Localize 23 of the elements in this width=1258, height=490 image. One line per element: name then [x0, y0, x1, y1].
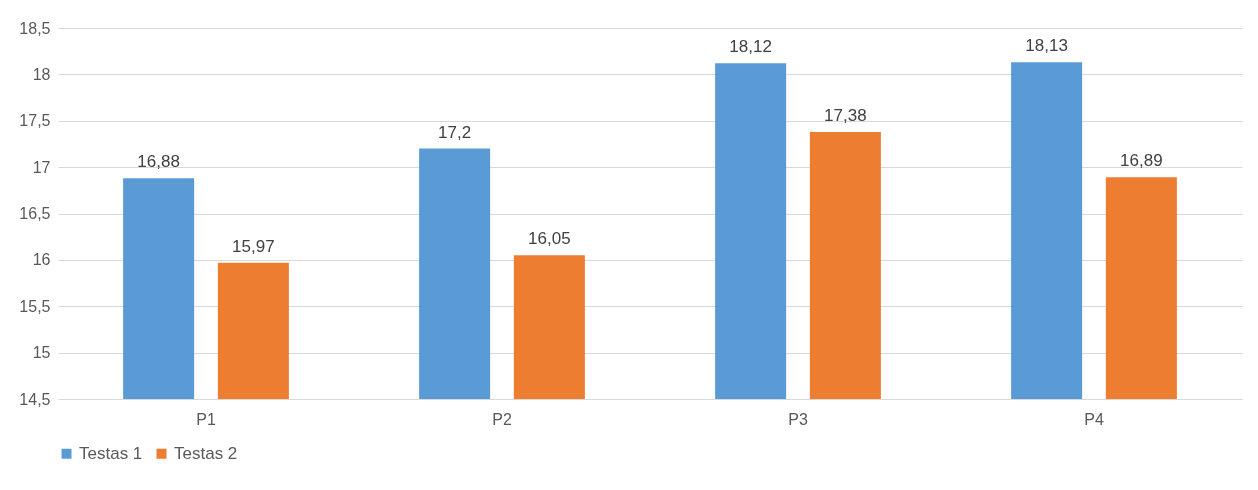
data-label: 18,13: [1025, 36, 1068, 56]
legend-label: Testas 1: [79, 443, 143, 463]
data-label: 16,88: [137, 152, 180, 172]
data-label: 15,97: [232, 236, 275, 256]
y-tick-label: 15: [32, 344, 51, 362]
legend-label: Testas 2: [174, 443, 238, 463]
data-label: 16,05: [528, 229, 571, 249]
y-tick-label: 16,5: [19, 205, 51, 222]
x-tick-label: P2: [492, 410, 512, 428]
y-tick-label: 18,5: [19, 19, 51, 37]
data-label: 16,89: [1120, 151, 1163, 171]
y-tick-label: 15,5: [19, 297, 51, 315]
y-tick-label: 14,5: [19, 390, 51, 408]
x-tick-label: P3: [788, 410, 808, 428]
data-label: 17,2: [438, 122, 472, 142]
y-tick-label: 18: [32, 65, 51, 83]
x-tick-label: P4: [1084, 410, 1104, 428]
y-tick-label: 17: [32, 158, 51, 176]
x-tick-label: P1: [196, 410, 216, 428]
y-tick-label: 17,5: [19, 112, 51, 130]
y-tick-label: 16: [32, 251, 51, 269]
data-label: 17,38: [824, 105, 867, 125]
data-label: 18,12: [729, 37, 772, 57]
